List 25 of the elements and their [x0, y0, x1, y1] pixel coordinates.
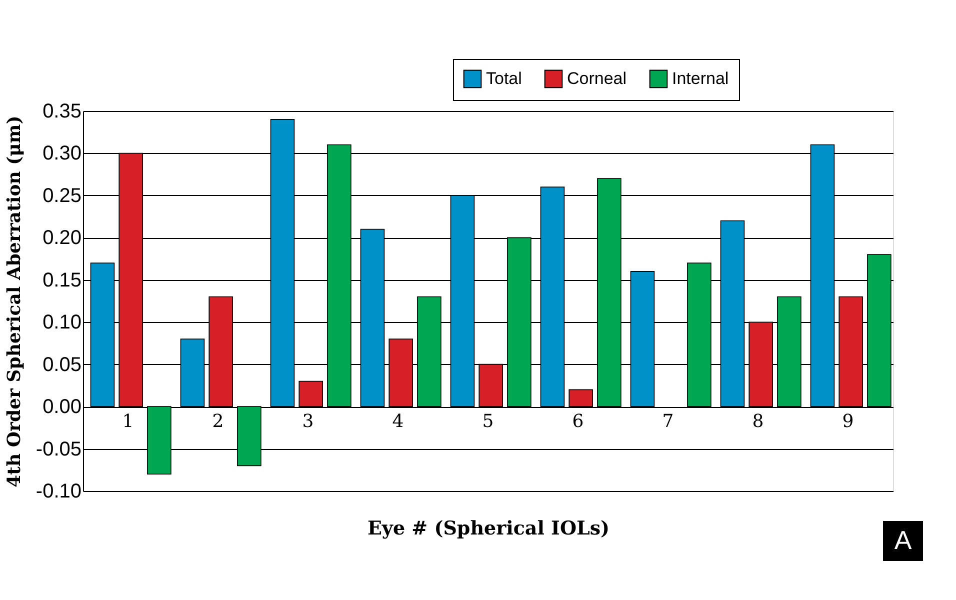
- x-tick-label: 6: [572, 411, 584, 432]
- x-tick-label: 8: [752, 411, 764, 432]
- legend-label: Internal: [672, 68, 729, 88]
- y-tick-label: 0.35: [42, 100, 82, 122]
- x-tick-label: 4: [392, 411, 404, 432]
- y-tick-label: 0.30: [42, 142, 82, 165]
- text: A: [894, 525, 912, 555]
- x-tick-label: 9: [842, 411, 854, 432]
- x-tick-label: 2: [212, 411, 224, 432]
- y-axis-title: 4th Order Spherical Aberration (μm): [4, 116, 25, 488]
- y-tick-label: 0.25: [42, 184, 82, 207]
- legend-label: Corneal: [567, 68, 627, 88]
- y-tick-label: 0.00: [42, 396, 82, 418]
- y-tick-label: -0.10: [36, 480, 82, 502]
- legend-label: Total: [486, 68, 522, 88]
- x-tick-label: 7: [662, 411, 674, 432]
- y-tick-label: 0.20: [42, 227, 82, 250]
- x-tick-label: 3: [302, 411, 314, 432]
- y-tick-label: 0.10: [42, 312, 82, 334]
- x-tick-label: 1: [122, 411, 134, 432]
- y-tick-label: -0.05: [36, 438, 82, 460]
- x-tick-label: 5: [482, 411, 494, 432]
- x-axis-title: Eye # (Spherical IOLs): [367, 518, 610, 540]
- y-tick-label: 0.15: [42, 269, 82, 292]
- y-tick-label: 0.05: [42, 354, 82, 376]
